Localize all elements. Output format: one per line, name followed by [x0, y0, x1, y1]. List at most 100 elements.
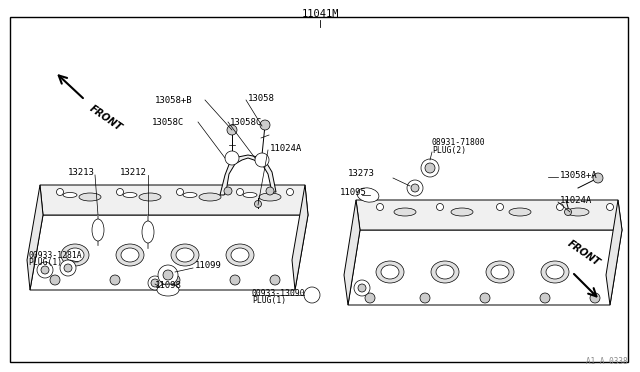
Polygon shape [40, 185, 308, 215]
Circle shape [64, 264, 72, 272]
Circle shape [37, 262, 53, 278]
Circle shape [56, 189, 63, 196]
Polygon shape [27, 185, 43, 290]
Ellipse shape [357, 188, 379, 202]
Circle shape [425, 163, 435, 173]
Text: PLUG(2): PLUG(2) [432, 145, 466, 154]
Circle shape [420, 293, 430, 303]
Ellipse shape [61, 244, 89, 266]
Polygon shape [348, 230, 622, 305]
Text: 13058: 13058 [248, 93, 275, 103]
Circle shape [540, 293, 550, 303]
Circle shape [50, 275, 60, 285]
Circle shape [225, 151, 239, 165]
Ellipse shape [509, 208, 531, 216]
Polygon shape [356, 200, 622, 230]
Circle shape [41, 266, 49, 274]
Text: 08931-71800: 08931-71800 [432, 138, 486, 147]
Circle shape [116, 189, 124, 196]
Circle shape [407, 180, 423, 196]
Circle shape [270, 275, 280, 285]
Circle shape [227, 125, 237, 135]
Circle shape [411, 184, 419, 192]
Ellipse shape [116, 244, 144, 266]
Text: 13058C: 13058C [230, 118, 262, 126]
Circle shape [590, 293, 600, 303]
Ellipse shape [199, 193, 221, 201]
Polygon shape [220, 155, 276, 195]
Ellipse shape [92, 219, 104, 241]
Ellipse shape [546, 265, 564, 279]
Circle shape [304, 287, 320, 303]
Circle shape [151, 279, 159, 287]
Circle shape [593, 173, 603, 183]
Circle shape [564, 208, 572, 215]
Text: 13273: 13273 [348, 169, 375, 177]
Circle shape [170, 275, 180, 285]
Circle shape [158, 265, 178, 285]
Polygon shape [292, 185, 308, 290]
Circle shape [287, 189, 294, 196]
Ellipse shape [231, 248, 249, 262]
Ellipse shape [79, 193, 101, 201]
Text: 11041M: 11041M [301, 9, 339, 19]
Text: 13213: 13213 [68, 167, 95, 176]
Text: 00933-1281A: 00933-1281A [28, 250, 82, 260]
Circle shape [60, 260, 76, 276]
Circle shape [148, 276, 162, 290]
Ellipse shape [63, 192, 77, 198]
Ellipse shape [491, 265, 509, 279]
Text: 13058+B: 13058+B [155, 96, 193, 105]
Circle shape [224, 187, 232, 195]
Ellipse shape [541, 261, 569, 283]
Circle shape [497, 203, 504, 211]
Circle shape [237, 189, 243, 196]
Text: 11099: 11099 [195, 260, 222, 269]
Circle shape [358, 284, 366, 292]
Text: 11098: 11098 [155, 280, 182, 289]
Circle shape [365, 293, 375, 303]
Polygon shape [606, 200, 622, 305]
Text: PLUG(1): PLUG(1) [28, 259, 62, 267]
Ellipse shape [243, 192, 257, 198]
Circle shape [607, 203, 614, 211]
Text: FRONT: FRONT [88, 103, 124, 132]
Circle shape [480, 293, 490, 303]
Ellipse shape [486, 261, 514, 283]
Circle shape [354, 280, 370, 296]
Ellipse shape [431, 261, 459, 283]
Ellipse shape [121, 248, 139, 262]
Text: 13212: 13212 [120, 167, 147, 176]
Circle shape [230, 275, 240, 285]
Ellipse shape [381, 265, 399, 279]
Ellipse shape [259, 193, 281, 201]
Ellipse shape [451, 208, 473, 216]
Ellipse shape [183, 192, 197, 198]
Ellipse shape [376, 261, 404, 283]
Text: 11024A: 11024A [270, 144, 302, 153]
Ellipse shape [157, 284, 179, 296]
Ellipse shape [66, 248, 84, 262]
Circle shape [421, 159, 439, 177]
Polygon shape [30, 215, 308, 290]
Circle shape [177, 189, 184, 196]
Ellipse shape [176, 248, 194, 262]
Circle shape [260, 120, 270, 130]
Text: 11095: 11095 [340, 187, 367, 196]
Text: 13058+A: 13058+A [560, 170, 598, 180]
Circle shape [255, 201, 262, 208]
Ellipse shape [142, 221, 154, 243]
Ellipse shape [139, 193, 161, 201]
Ellipse shape [123, 192, 137, 198]
Ellipse shape [171, 244, 199, 266]
Text: A1 A 0338: A1 A 0338 [586, 357, 628, 366]
Circle shape [436, 203, 444, 211]
Circle shape [376, 203, 383, 211]
Ellipse shape [436, 265, 454, 279]
Text: 11024A: 11024A [560, 196, 592, 205]
Circle shape [110, 275, 120, 285]
Text: 00933-13090: 00933-13090 [252, 289, 306, 298]
Text: PLUG(1): PLUG(1) [252, 296, 286, 305]
Ellipse shape [226, 244, 254, 266]
Ellipse shape [394, 208, 416, 216]
